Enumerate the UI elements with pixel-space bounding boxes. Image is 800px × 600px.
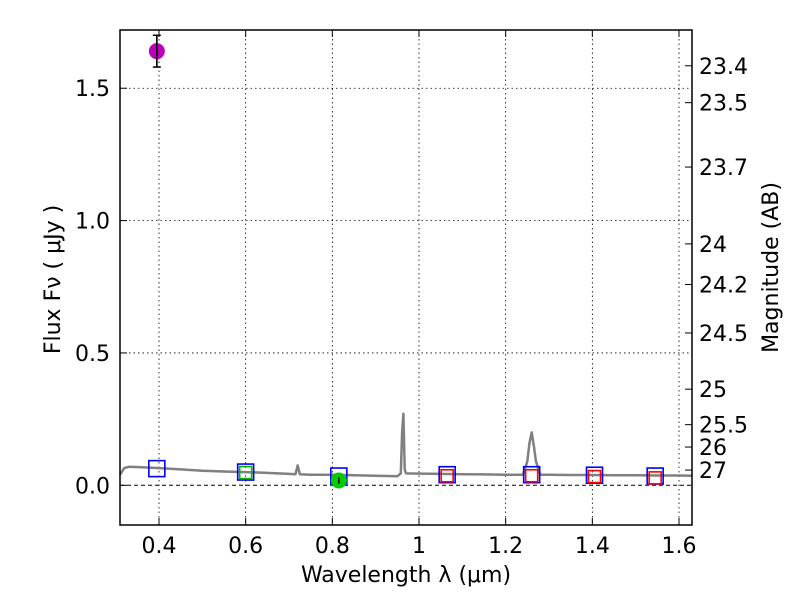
plot-frame [119,29,693,526]
y-tick-label: 1.5 [75,77,110,102]
y-axis: 0.0 0.5 1.0 1.5 [75,77,127,499]
mag-tick-label: 23.4 [699,55,748,80]
spectrum-line [118,412,693,478]
x-tick-label: 0.6 [228,534,263,559]
square-marker [524,468,539,483]
mag-tick-label: 24.5 [699,322,748,347]
x-tick-label: 1.6 [662,534,697,559]
square-marker [440,468,454,483]
square-marker [587,469,602,484]
series-layer [118,34,693,489]
square-marker [236,463,255,481]
y-axis-label: Flux Fν ( μJy ) [41,205,66,354]
mag-tick-label: 27 [699,459,727,484]
x-tick-label: 1.4 [575,534,610,559]
x-axis: 0.4 0.6 0.8 1 1.2 1.4 1.6 [142,30,697,559]
mag-tick-label: 25 [699,378,727,403]
square-marker [238,465,253,480]
mag-tick-label: 23.5 [699,92,748,117]
y-tick-label: 0.5 [75,342,110,367]
x-axis-label: Wavelength λ (μm) [301,563,511,588]
square-marker [438,465,456,484]
mag-tick-label: 23.7 [699,156,748,181]
x-tick-label: 1.2 [488,534,523,559]
square-marker [522,465,541,484]
mag-tick-label: 24.2 [699,273,748,298]
mag-tick-label: 25.5 [699,414,748,439]
y-tick-label: 1.0 [75,210,110,235]
square-marker [648,471,662,485]
mag-tick-label: 26 [699,436,727,461]
y-tick-label: 0.0 [75,474,110,499]
x-tick-label: 0.8 [315,534,350,559]
magnitude-axis-label: Magnitude (AB) [759,182,784,353]
x-tick-label: 1 [412,534,426,559]
square-marker [148,459,166,478]
mag-tick-label: 24 [699,233,727,258]
x-tick-label: 0.4 [142,534,177,559]
grid [120,30,692,525]
